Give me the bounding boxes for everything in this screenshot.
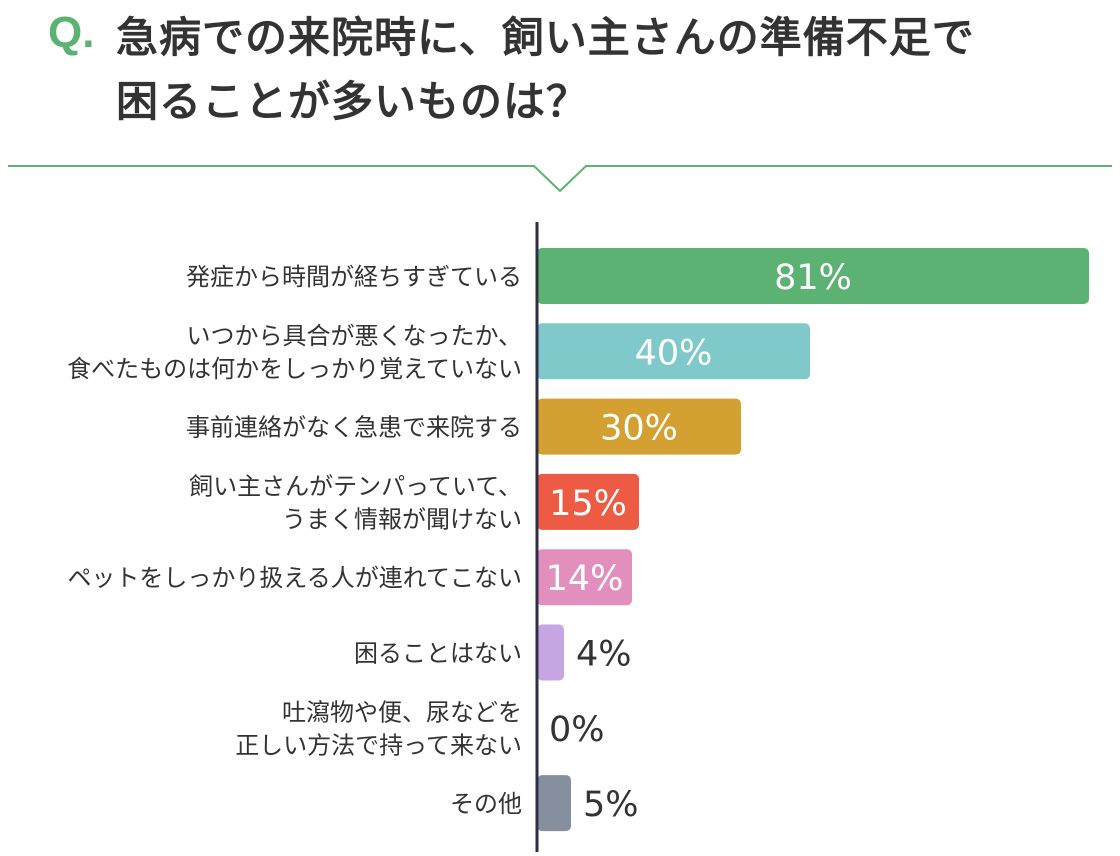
question-text: 急病での来院時に、飼い主さんの準備不足で 困ることが多いものは？ [116, 6, 1106, 134]
value-label-3: 15% [549, 484, 627, 524]
category-label-3-0: 飼い主さんがテンパっていて、 [189, 472, 522, 500]
bar-1 [537, 323, 810, 380]
category-label-1-0: いつから具合が悪くなったか、 [186, 322, 522, 350]
title-divider [8, 165, 1112, 193]
value-label-0: 81% [774, 258, 852, 298]
category-label-5-0: 困ることはない [354, 640, 522, 668]
category-label-6-1: 正しい方法で持って来ない [235, 731, 522, 759]
value-label-4: 14% [546, 559, 624, 599]
category-label-3-1: うまく情報が聞けない [282, 505, 522, 533]
bar-chart: 発症から時間が経ちすぎている 81% いつから具合が悪くなったか、食べたものは何かを… [67, 222, 1089, 852]
value-label-1: 40% [635, 333, 713, 373]
question-line-1: 急病での来院時に、飼い主さんの準備不足で [116, 13, 975, 62]
question-mark: Q. [48, 8, 95, 57]
category-label-0-0: 発症から時間が経ちすぎている [186, 263, 522, 291]
value-label-7: 5% [583, 785, 639, 825]
category-label-2-0: 事前連絡がなく急患で来院する [186, 414, 522, 442]
bar-3 [537, 473, 639, 530]
question-line-2: 困ることが多いものは？ [116, 77, 590, 126]
category-label-4-0: ペットをしっかり扱える人が連れてこない [67, 564, 522, 592]
value-label-5: 4% [576, 635, 632, 675]
value-label-6: 0% [549, 710, 605, 750]
category-label-7-0: その他 [450, 790, 522, 818]
bar-7 [537, 775, 571, 832]
category-label-1-1: 食べたものは何かをしっかり覚えていない [67, 355, 522, 383]
bar-4 [537, 549, 632, 606]
category-label-6-0: 吐瀉物や便、尿などを [282, 698, 522, 726]
bar-0 [537, 248, 1089, 304]
bar-5 [537, 624, 564, 681]
value-label-2: 30% [600, 409, 678, 449]
bar-2 [537, 398, 741, 455]
